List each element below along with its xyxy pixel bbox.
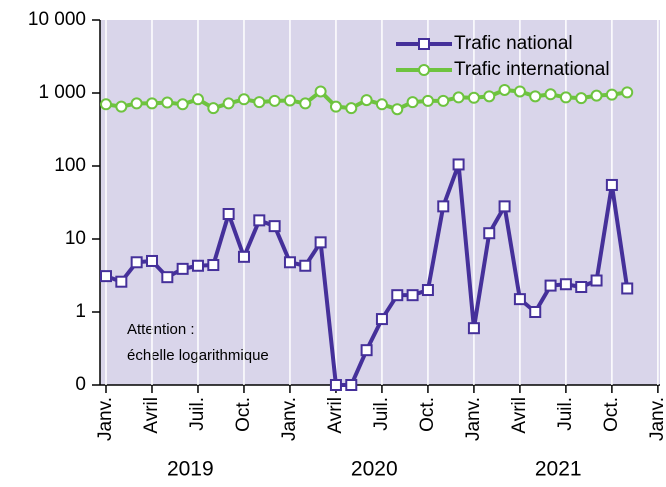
marker — [406, 96, 419, 109]
marker — [253, 96, 266, 109]
marker — [421, 94, 434, 107]
x-tick-label: Janv. — [95, 397, 116, 441]
x-tick-label: Janv. — [463, 397, 484, 441]
marker — [498, 83, 511, 96]
marker — [391, 103, 404, 116]
y-tick-label: 0 — [75, 374, 86, 395]
marker — [483, 227, 496, 240]
marker — [575, 281, 588, 294]
x-tick-label: Oct. — [601, 397, 622, 432]
marker — [176, 98, 189, 111]
marker — [513, 293, 526, 306]
marker — [145, 254, 158, 267]
marker — [176, 262, 189, 275]
year-label: 2020 — [351, 458, 398, 481]
x-tick-label: Janv. — [647, 397, 666, 441]
marker — [115, 275, 128, 288]
marker — [375, 313, 388, 326]
y-tick-label: 1 000 — [38, 82, 86, 103]
x-tick-label: Oct. — [233, 397, 254, 432]
marker — [483, 90, 496, 103]
marker — [513, 85, 526, 98]
legend-label: Trafic national — [454, 33, 573, 54]
marker — [130, 97, 143, 110]
marker — [253, 214, 266, 227]
marker — [437, 200, 450, 213]
y-tick-label: 100 — [54, 155, 86, 176]
marker — [467, 322, 480, 335]
marker — [452, 91, 465, 104]
marker — [391, 289, 404, 302]
marker — [467, 91, 480, 104]
marker — [115, 100, 128, 113]
marker — [237, 250, 250, 263]
marker — [529, 306, 542, 318]
marker — [529, 90, 542, 103]
x-tick-label: Janv. — [279, 397, 300, 441]
marker — [222, 97, 235, 110]
legend-label: Trafic international — [454, 59, 610, 80]
marker — [575, 92, 588, 105]
x-tick-label: Avril — [509, 397, 530, 434]
marker — [498, 200, 511, 213]
marker — [360, 94, 373, 107]
marker — [421, 284, 434, 297]
year-label: 2021 — [535, 458, 582, 481]
marker — [314, 85, 327, 98]
marker — [268, 94, 281, 107]
marker — [222, 208, 235, 221]
x-tick-label: Juil. — [187, 397, 208, 431]
marker — [283, 94, 296, 107]
marker — [345, 102, 358, 115]
marker — [268, 220, 281, 233]
marker — [329, 379, 342, 391]
x-tick-label: Oct. — [417, 397, 438, 432]
marker — [621, 282, 634, 295]
marker — [191, 259, 204, 272]
marker — [314, 236, 327, 249]
x-tick-label: Avril — [141, 397, 162, 434]
y-tick-label: 10 — [65, 228, 86, 249]
marker — [130, 256, 143, 269]
marker — [299, 259, 312, 272]
annotation: Attention : — [127, 321, 195, 338]
marker — [145, 97, 158, 110]
marker — [559, 91, 572, 104]
marker — [544, 88, 557, 101]
marker — [375, 98, 388, 111]
marker — [345, 379, 358, 391]
marker — [452, 158, 465, 171]
x-tick-label: Juil. — [371, 397, 392, 431]
marker — [437, 94, 450, 107]
marker — [207, 102, 220, 115]
marker — [237, 93, 250, 106]
marker — [100, 98, 112, 111]
marker — [590, 89, 603, 102]
marker — [605, 88, 618, 101]
marker — [161, 271, 174, 284]
marker — [406, 289, 419, 302]
marker — [100, 270, 112, 283]
marker — [299, 97, 312, 110]
year-label: 2019 — [167, 458, 214, 481]
legend-marker — [418, 64, 430, 76]
marker — [559, 278, 572, 291]
marker — [283, 256, 296, 269]
marker — [621, 86, 634, 99]
marker — [605, 178, 618, 191]
marker — [590, 274, 603, 287]
marker — [544, 279, 557, 292]
marker — [207, 259, 220, 272]
legend-marker — [418, 38, 430, 50]
marker — [191, 93, 204, 106]
x-tick-label: Avril — [325, 397, 346, 434]
marker — [360, 344, 373, 357]
y-tick-label: 10 000 — [28, 9, 86, 30]
marker — [161, 96, 174, 109]
x-tick-label: Juil. — [555, 397, 576, 431]
marker — [329, 100, 342, 113]
y-tick-label: 1 — [75, 301, 86, 322]
